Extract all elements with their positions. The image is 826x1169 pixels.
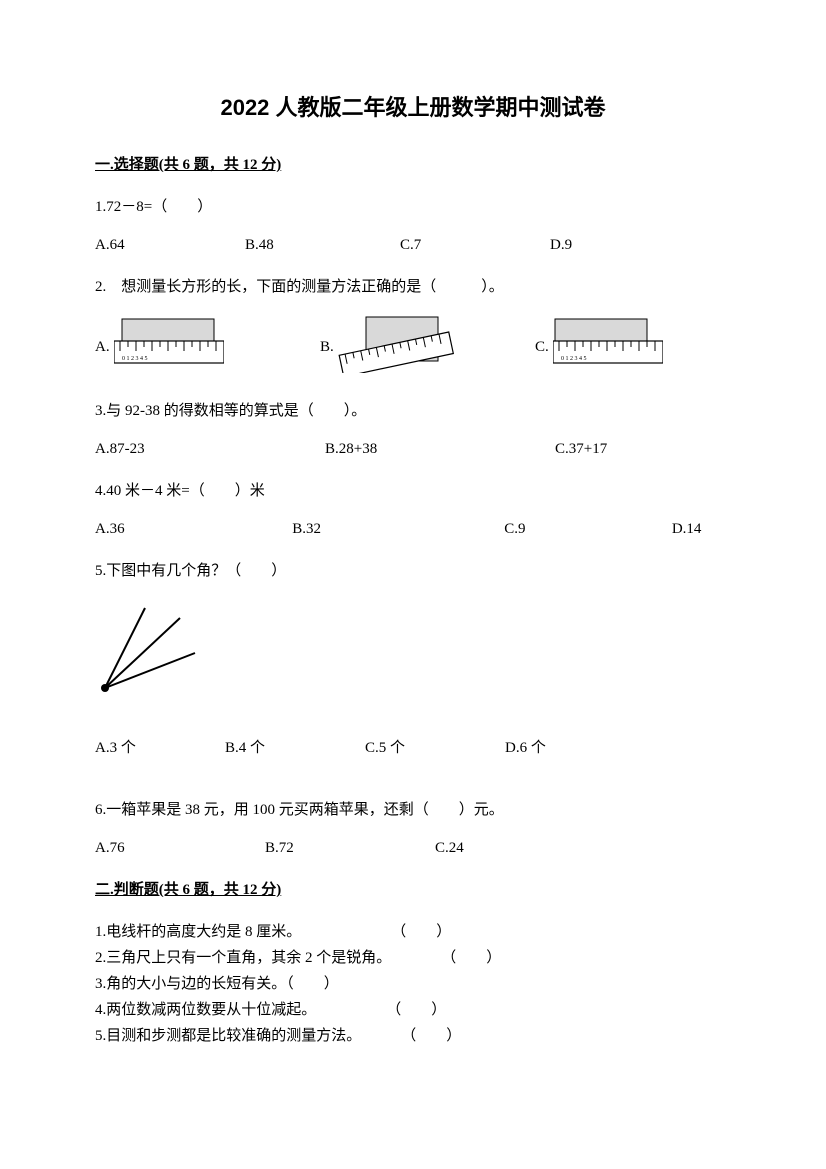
q2-opt-b: B.: [320, 313, 535, 381]
tf-q4-paren: （ ）: [386, 998, 446, 1022]
ruler-b-figure: [338, 313, 458, 381]
angle-figure: [95, 603, 731, 706]
question-6: 6.一箱苹果是 38 元，用 100 元买两箱苹果，还剩（ ）元。 A.76 B…: [95, 798, 731, 860]
question-4: 4.40 米－4 米=（ ）米 A.36 B.32 C.9 D.14: [95, 479, 731, 541]
q3-opt-b: B.28+38: [325, 437, 555, 461]
tf-q2: 2.三角尺上只有一个直角，其余 2 个是锐角。 （ ）: [95, 946, 731, 970]
q2-opt-a: A. 0 1 2 3 4 5: [95, 315, 320, 379]
tf-q4: 4.两位数减两位数要从十位减起。 （ ）: [95, 998, 731, 1022]
q2-opt-c: C. 0 1 2 3 4 5: [535, 315, 715, 379]
q3-options: A.87-23 B.28+38 C.37+17: [95, 437, 731, 461]
ruler-c-figure: 0 1 2 3 4 5: [553, 315, 663, 379]
tf-q1-text: 1.电线杆的高度大约是 8 厘米。: [95, 920, 301, 944]
q6-options: A.76 B.72 C.24: [95, 836, 731, 860]
tf-q2-text: 2.三角尺上只有一个直角，其余 2 个是锐角。: [95, 946, 391, 970]
q3-opt-a: A.87-23: [95, 437, 325, 461]
question-3: 3.与 92-38 的得数相等的算式是（ ）。 A.87-23 B.28+38 …: [95, 399, 731, 461]
q2-text: 2. 想测量长方形的长，下面的测量方法正确的是（ ）。: [95, 275, 731, 299]
tf-q1-paren: （ ）: [391, 920, 451, 944]
q1-options: A.64 B.48 C.7 D.9: [95, 233, 731, 257]
tf-q1: 1.电线杆的高度大约是 8 厘米。 （ ）: [95, 920, 731, 944]
svg-text:0 1 2 3 4 5: 0 1 2 3 4 5: [122, 356, 148, 362]
q4-options: A.36 B.32 C.9 D.14: [95, 517, 731, 541]
q4-text: 4.40 米－4 米=（ ）米: [95, 479, 731, 503]
q1-text: 1.72－8=（ ）: [95, 195, 731, 219]
q3-text: 3.与 92-38 的得数相等的算式是（ ）。: [95, 399, 731, 423]
q4-opt-d: D.14: [672, 517, 731, 541]
q2-opt-b-label: B.: [320, 335, 334, 359]
section-1-header: 一.选择题(共 6 题，共 12 分): [95, 153, 731, 177]
tf-q4-text: 4.两位数减两位数要从十位减起。: [95, 998, 316, 1022]
q6-opt-b: B.72: [265, 836, 435, 860]
tf-q5-paren: （ ）: [401, 1024, 461, 1048]
q2-options: A. 0 1 2 3 4 5: [95, 313, 731, 381]
section-2-header: 二.判断题(共 6 题，共 12 分): [95, 878, 731, 902]
question-5: 5.下图中有几个角？（ ） A.3 个 B.4 个 C.5 个 D.6 个: [95, 559, 731, 760]
q6-opt-c: C.24: [435, 836, 585, 860]
q5-opt-c: C.5 个: [365, 736, 505, 760]
q4-opt-a: A.36: [95, 517, 292, 541]
q1-opt-d: D.9: [550, 233, 670, 257]
tf-q5-text: 5.目测和步测都是比较准确的测量方法。: [95, 1024, 361, 1048]
tf-q3: 3.角的大小与边的长短有关。（ ）: [95, 972, 731, 996]
svg-text:0 1 2 3 4 5: 0 1 2 3 4 5: [561, 356, 587, 362]
q1-opt-b: B.48: [245, 233, 400, 257]
q5-options: A.3 个 B.4 个 C.5 个 D.6 个: [95, 736, 731, 760]
q3-opt-c: C.37+17: [555, 437, 715, 461]
q1-opt-a: A.64: [95, 233, 245, 257]
q5-text: 5.下图中有几个角？（ ）: [95, 559, 731, 583]
tf-q3-text: 3.角的大小与边的长短有关。（ ）: [95, 972, 339, 996]
q1-opt-c: C.7: [400, 233, 550, 257]
q5-opt-d: D.6 个: [505, 736, 625, 760]
tf-q5: 5.目测和步测都是比较准确的测量方法。 （ ）: [95, 1024, 731, 1048]
q2-opt-a-label: A.: [95, 335, 110, 359]
question-2: 2. 想测量长方形的长，下面的测量方法正确的是（ ）。 A.: [95, 275, 731, 381]
q5-opt-b: B.4 个: [225, 736, 365, 760]
q4-opt-b: B.32: [292, 517, 504, 541]
q6-text: 6.一箱苹果是 38 元，用 100 元买两箱苹果，还剩（ ）元。: [95, 798, 731, 822]
q4-opt-c: C.9: [504, 517, 672, 541]
q2-opt-c-label: C.: [535, 335, 549, 359]
q6-opt-a: A.76: [95, 836, 265, 860]
q5-opt-a: A.3 个: [95, 736, 225, 760]
ruler-a-figure: 0 1 2 3 4 5: [114, 315, 224, 379]
page-title: 2022 人教版二年级上册数学期中测试卷: [95, 90, 731, 125]
question-1: 1.72－8=（ ） A.64 B.48 C.7 D.9: [95, 195, 731, 257]
tf-q2-paren: （ ）: [441, 946, 501, 970]
